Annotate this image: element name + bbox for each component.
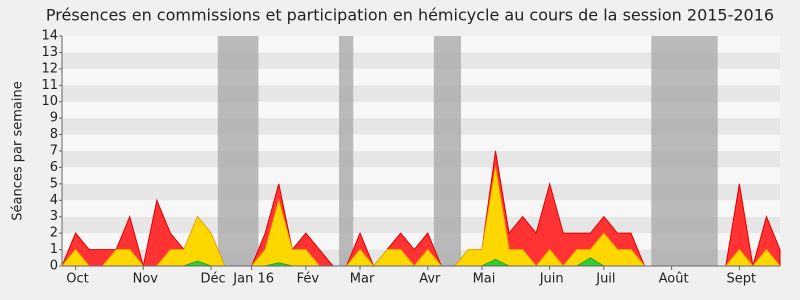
x-tick-label: Nov [133, 272, 159, 287]
x-tick-label: Sept [727, 272, 757, 287]
shaded-range [651, 36, 718, 266]
x-tick-label: Juil [595, 272, 615, 287]
x-tick-label: Juin [539, 272, 564, 287]
x-tick-label: Août [659, 272, 689, 287]
y-tick-label: 11 [41, 78, 58, 93]
shaded-range [339, 36, 354, 266]
chart-title: Présences en commissions et participatio… [46, 6, 774, 25]
y-tick-label: 2 [50, 226, 58, 241]
y-tick-label: 12 [41, 61, 58, 76]
y-tick-label: 13 [41, 45, 58, 60]
y-tick-label: 4 [50, 193, 58, 208]
y-tick-label: 0 [50, 259, 58, 274]
y-tick-label: 6 [50, 160, 58, 175]
y-axis-label: Séances par semaine [11, 81, 26, 220]
x-tick-label: Oct [66, 272, 88, 287]
shaded-range [217, 36, 259, 266]
y-tick-label: 8 [50, 127, 58, 142]
y-tick-label: 10 [41, 94, 58, 109]
y-tick-label: 9 [50, 111, 58, 126]
x-tick-label: Fév [297, 272, 320, 287]
x-tick-label: Déc [200, 272, 225, 287]
x-tick-label: Mar [350, 272, 375, 287]
x-tick-label: Avr [419, 272, 441, 287]
y-tick-label: 7 [50, 144, 58, 159]
y-tick-label: 5 [50, 176, 58, 191]
x-tick-label: Mai [473, 272, 496, 287]
shaded-range [433, 36, 461, 266]
x-tick-label: Jan 16 [232, 272, 274, 287]
y-tick-label: 1 [50, 242, 58, 257]
y-tick-label: 3 [50, 209, 58, 224]
y-tick-label: 14 [41, 29, 58, 44]
